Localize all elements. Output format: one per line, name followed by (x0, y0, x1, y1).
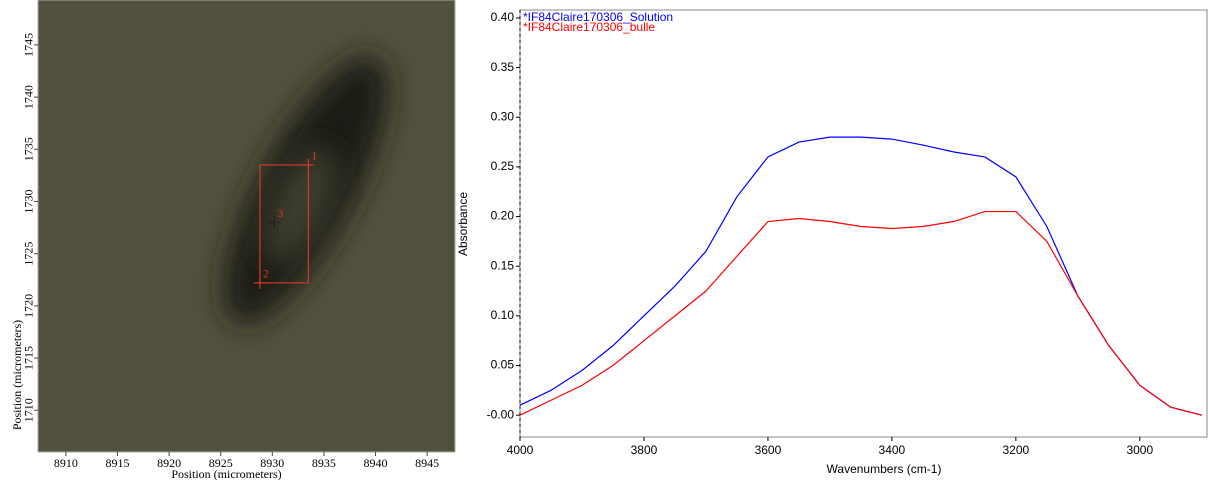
left-chart: 8910 8915 8920 8925 8930 8935 8940 8945 1710 1715… (10, 0, 456, 480)
y-tick-label: 0.05 (491, 358, 515, 372)
legend-entry: *IF84Claire170306_Solution (523, 10, 673, 24)
plot-frame (519, 9, 1208, 438)
marker-label: 2 (263, 267, 269, 281)
x-tick-label: 8945 (415, 456, 439, 470)
region-box (259, 164, 310, 284)
y-tick-label: 1735 (22, 137, 36, 161)
y-tick-label: 1730 (22, 189, 36, 213)
x-tick-label: 8910 (54, 456, 78, 470)
x-tick-label: 8920 (157, 456, 181, 470)
marker-label: 1 (311, 149, 317, 163)
x-tick-label: 8915 (105, 456, 129, 470)
legend-entry: *IF84Claire170306_bulle (523, 20, 655, 34)
y-tick-label: 0.10 (491, 308, 515, 322)
x-tick-label: 8940 (364, 456, 388, 470)
y-tick-label: 0.20 (491, 209, 515, 223)
y-tick-label: 1720 (22, 294, 36, 318)
y-axis-label: Position (micrometers) (10, 320, 24, 430)
x-axis-label: Wavenumbers (cm-1) (827, 462, 942, 476)
y-tick-label: 1745 (22, 33, 36, 57)
series-line (519, 136, 1202, 416)
x-tick-label: 8930 (260, 456, 284, 470)
y-tick-label: 1715 (22, 346, 36, 370)
x-tick-label: 3600 (755, 443, 782, 457)
y-tick-label: 0.40 (491, 10, 515, 24)
y-tick-label: -0.00 (487, 407, 515, 421)
x-tick-label: 8935 (312, 456, 336, 470)
y-tick-label: 0.30 (491, 109, 515, 123)
micrograph (38, 0, 455, 452)
x-tick-label: 3400 (879, 443, 906, 457)
y-tick-label: 1725 (22, 242, 36, 266)
y-tick-label: 1710 (22, 398, 36, 422)
x-tick-label: 4000 (507, 443, 534, 457)
x-tick-label: 3200 (1003, 443, 1030, 457)
x-tick-label: 8925 (209, 456, 233, 470)
marker-cross (268, 216, 281, 229)
marker-cross (302, 158, 315, 171)
marker-cross (253, 276, 266, 289)
x-tick-label: 3000 (1126, 443, 1153, 457)
y-axis-label: Absorbance (456, 192, 470, 256)
x-tick-label: 3800 (631, 443, 658, 457)
marker-label: 3 (277, 206, 283, 220)
right-chart: -0.00 0.05 0.10 0.15 0.20 0.25 0.30 0.35 0.40 400… (456, 9, 1208, 476)
plot-frame (37, 0, 456, 453)
y-tick-label: 0.15 (491, 258, 515, 272)
y-tick-label: 0.25 (491, 159, 515, 173)
x-axis-label: Position (micrometers) (171, 467, 281, 480)
series-line (519, 210, 1202, 416)
y-tick-label: 0.35 (491, 60, 515, 74)
y-tick-label: 1740 (22, 85, 36, 109)
